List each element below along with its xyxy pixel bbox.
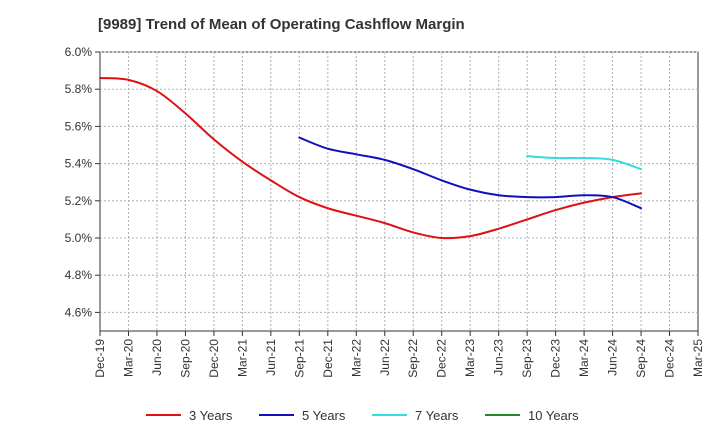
series-layer	[99, 77, 643, 240]
plot-area	[99, 51, 699, 332]
y-tick-label: 4.6%	[65, 305, 93, 319]
legend-label-5-years: 5 Years	[302, 408, 346, 423]
legend-label-10-years: 10 Years	[528, 408, 579, 423]
series-line-7-years	[526, 155, 643, 171]
series-line-5-years	[298, 136, 643, 210]
x-tick-label: Sep-24	[634, 339, 648, 378]
x-tick-label: Mar-21	[235, 339, 249, 377]
y-tick-label: 5.2%	[65, 194, 93, 208]
x-tick-label: Mar-24	[577, 339, 591, 377]
x-tick-label: Mar-23	[463, 339, 477, 377]
grid-layer	[100, 51, 698, 331]
x-tick-label: Dec-24	[663, 339, 677, 378]
x-tick-label: Dec-20	[207, 339, 221, 378]
x-axis: Dec-19 Mar-20 Jun-20 Sep-20 Dec-20 Mar-21 Jun-…	[93, 331, 705, 378]
x-tick-label: Jun-21	[264, 339, 278, 376]
x-tick-label: Sep-20	[178, 339, 192, 378]
series-line-3-years	[99, 77, 643, 240]
y-tick-label: 6.0%	[65, 45, 93, 59]
x-tick-label: Jun-20	[150, 339, 164, 376]
x-tick-label: Mar-22	[349, 339, 363, 377]
legend-label-7-years: 7 Years	[415, 408, 459, 423]
chart-title: [9989] Trend of Mean of Operating Cashfl…	[98, 16, 465, 33]
x-tick-label: Sep-23	[520, 339, 534, 378]
x-tick-label: Dec-23	[549, 339, 563, 378]
x-tick-label: Mar-25	[691, 339, 705, 377]
x-tick-label: Jun-24	[606, 339, 620, 376]
x-tick-label: Dec-21	[321, 339, 335, 378]
y-axis: 4.6% 4.8% 5.0% 5.2% 5.4% 5.6% 5.8% 6.0%	[65, 45, 100, 319]
x-tick-label: Dec-22	[435, 339, 449, 378]
legend: 3 Years 5 Years 7 Years 10 Years	[146, 408, 579, 423]
y-tick-label: 5.8%	[65, 82, 93, 96]
x-tick-label: Sep-22	[406, 339, 420, 378]
y-tick-label: 5.4%	[65, 157, 93, 171]
x-tick-label: Dec-19	[93, 339, 107, 378]
x-tick-label: Jun-23	[492, 339, 506, 376]
y-tick-label: 5.0%	[65, 231, 93, 245]
legend-label-3-years: 3 Years	[189, 408, 233, 423]
y-tick-label: 4.8%	[65, 268, 93, 282]
x-tick-label: Sep-21	[292, 339, 306, 378]
y-tick-label: 5.6%	[65, 119, 93, 133]
x-tick-label: Mar-20	[121, 339, 135, 377]
x-tick-label: Jun-22	[378, 339, 392, 376]
